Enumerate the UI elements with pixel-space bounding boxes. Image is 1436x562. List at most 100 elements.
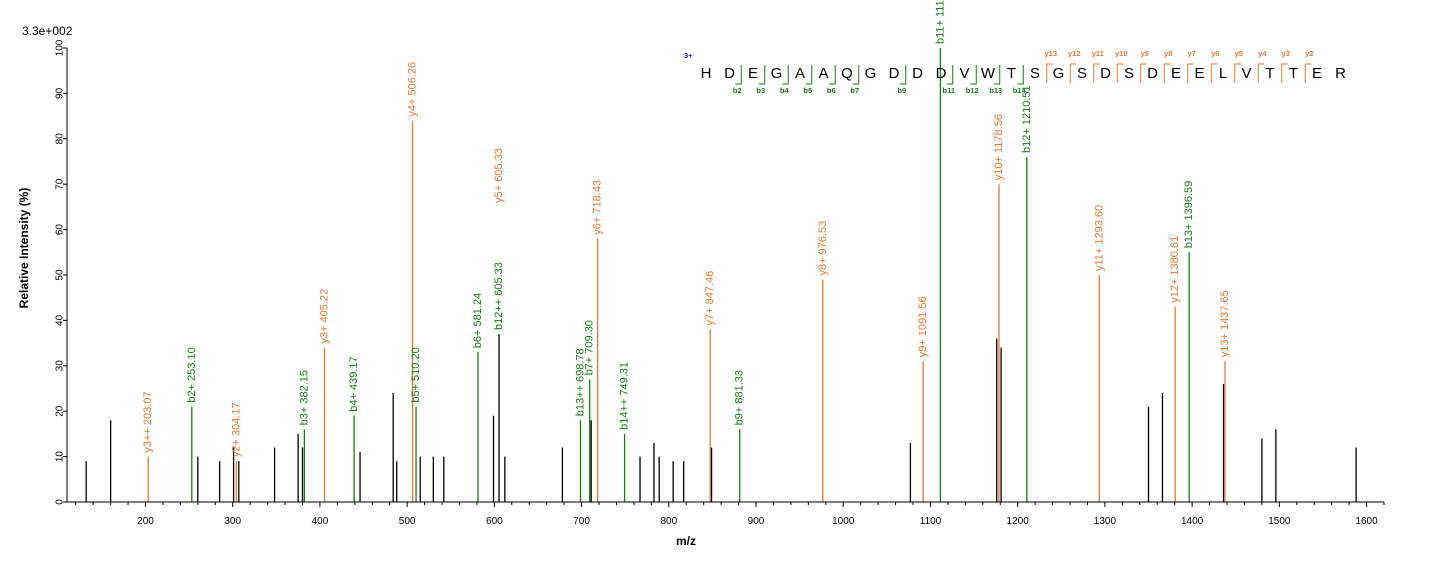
sequence-residue: T [1265,65,1274,82]
y-tick-label: 90 [55,87,66,99]
y-tick-label: 0 [55,499,66,505]
peak-label: y13+ 1437.65 [1219,290,1231,357]
y-fragment-mark [1163,63,1171,83]
b-fragment-mark [1017,65,1024,85]
x-tick-label: 1000 [832,516,855,527]
b-fragment-label: b5 [803,86,812,95]
peak-label: y4+ 506.26 [407,62,419,117]
b-fragment-mark [735,65,742,85]
sequence-residue: D [889,65,900,82]
b-fragment-label: b9 [897,86,906,95]
b-fragment-label: b6 [827,86,836,95]
y-fragment-label: y10 [1115,49,1128,58]
y-fragment-mark [1069,63,1077,83]
b-fragment-label: b2 [733,86,742,95]
y-tick-label: 20 [55,405,66,417]
b-fragment-mark [758,65,766,85]
sequence-residue: D [912,65,923,82]
peak-label: b3+ 382.15 [298,370,310,425]
sequence-residue: S [1030,65,1040,82]
y-tick-label: 100 [55,39,66,56]
y-tick-label: 10 [55,451,66,463]
x-tick-label: 1200 [1007,516,1030,527]
peak-label: b2+ 253.10 [186,347,198,402]
y-tick-label: 70 [55,178,66,190]
x-tick-label: 700 [573,516,590,527]
y-fragment-label: y13 [1044,49,1057,58]
peak-label: y9+ 1091.56 [917,296,929,357]
x-tick-label: 1100 [920,516,942,527]
x-tick-label: 900 [748,516,765,527]
x-tick-label: 300 [224,516,241,527]
sequence-residue: D [1100,65,1111,82]
peak-label: b11+ 1111.41 [934,0,946,44]
y-fragment-label: y4 [1258,49,1267,58]
b-fragment-label: b4 [780,86,790,95]
x-tick-label: 1600 [1355,516,1378,527]
y-fragment-mark [1116,63,1124,83]
ticks-layer: 0 10 20 30 40 50 60 70 80 90 100 200 300 400 500 600 700… [55,39,1385,527]
x-tick-label: 600 [486,516,503,527]
y-fragment-label: y7 [1188,49,1196,58]
b-fragment-label: b3 [756,86,765,95]
axes-layer [66,48,1384,503]
peak-label: b4+ 439.17 [348,356,360,411]
sequence-residue: D [724,65,735,82]
y-fragment-mark [1140,63,1147,83]
x-tick-label: 800 [660,516,677,527]
y-tick-label: 50 [55,269,66,281]
peak-label: y7+ 847.46 [704,271,716,326]
sequence-residue: D [1147,65,1158,82]
b-fragment-mark [993,65,1001,85]
y-fragment-mark [1304,63,1312,83]
peak-label: y5+ 605.33 [493,148,505,203]
x-tick-label: 1300 [1094,516,1117,527]
b-fragment-label: b13 [989,86,1002,95]
sequence-residue: S [1077,65,1087,82]
b-fragment-mark [829,65,836,85]
peak-label: y12+ 1380.61 [1169,236,1181,303]
peak-label: b13++ 698.78 [575,348,587,416]
x-axis-title: m/z [676,534,696,548]
y-fragment-label: y3 [1282,49,1290,58]
x-tick-label: 1400 [1181,516,1204,527]
sequence-residue: L [1219,65,1227,82]
peak-label: b12+ 1210.51 [1021,85,1033,153]
y-fragment-label: y5 [1235,49,1243,58]
peak-label: y8+ 976.53 [817,221,829,276]
peak-label: y2+ 304.17 [230,402,242,457]
sequence-residue: S [1124,65,1134,82]
sequence-residue: R [1335,65,1346,82]
sequence-residue: G [865,65,877,82]
peak-labels-layer: y3++ 203.07 b2+ 253.10 y2+ 304.17 b3+ 382.1… [142,0,1231,457]
sequence-residue: D [936,65,947,82]
b-fragment-label: b11 [942,86,955,95]
y-fragment-mark [1257,63,1265,83]
b-fragment-mark [970,65,977,85]
peak-label: b5+ 510.20 [410,347,422,402]
y-fragment-mark [1210,63,1218,83]
sequence-residue: E [1194,65,1204,82]
y-fragment-mark [1046,63,1053,83]
sequence-residue: E [1312,65,1322,82]
y-tick-label: 40 [55,314,66,326]
peak-label: b9+ 881.33 [734,370,746,425]
x-tick-label: 400 [312,516,329,527]
y-fragment-mark [1281,63,1288,83]
peak-label: b13+ 1396.59 [1183,181,1195,249]
max-intensity-label: 3.3e+002 [22,24,73,38]
peak-label: y3+ 405.22 [318,289,330,344]
y-axis-title: Relative Intensity (%) [17,188,31,309]
sequence-residue: E [748,65,758,82]
y-fragment-label: y8 [1164,49,1172,58]
y-fragment-mark [1093,63,1100,83]
peak-label: y6+ 718.43 [592,180,604,235]
b-fragment-mark [899,65,907,85]
y-fragment-mark [1187,63,1194,83]
b-fragment-label: b12 [966,86,979,95]
peak-label: b6+ 581.24 [472,293,484,348]
sequence-residue: G [1053,65,1065,82]
b-fragment-label: b7 [850,86,859,95]
sequence-residue: Q [841,65,853,82]
